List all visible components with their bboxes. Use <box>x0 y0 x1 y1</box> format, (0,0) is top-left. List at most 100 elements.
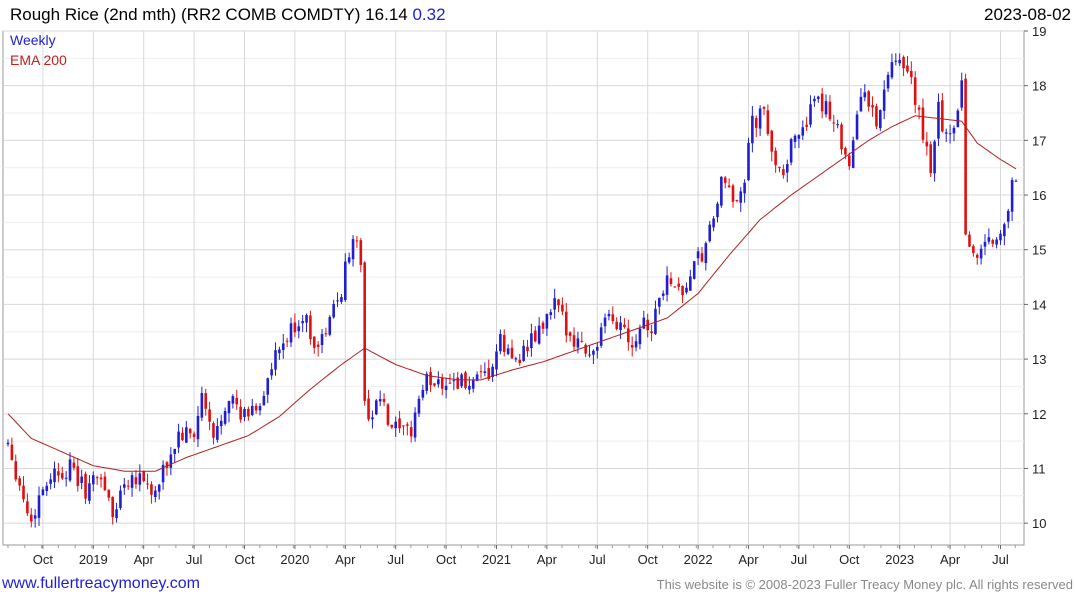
candle-body <box>406 424 409 426</box>
candle-body <box>479 371 483 373</box>
candle-body <box>297 326 301 332</box>
candle-body <box>142 471 145 482</box>
candle-body <box>576 338 580 348</box>
candle-body <box>665 275 669 295</box>
candle-body <box>146 483 149 485</box>
candle-body <box>948 133 952 135</box>
candle-body <box>964 78 967 235</box>
candle-body <box>871 105 874 108</box>
candle-body <box>952 127 956 134</box>
x-tick-label: Oct <box>234 552 255 567</box>
candle-body <box>359 240 363 265</box>
x-tick-label: 2019 <box>79 552 108 567</box>
candle-body <box>169 454 173 468</box>
candle-body <box>824 101 828 115</box>
candle-body <box>553 298 556 310</box>
candle-body <box>320 334 324 346</box>
candle-body <box>60 473 64 479</box>
candle-body <box>6 442 10 445</box>
candle-body <box>999 233 1002 241</box>
candle-body <box>995 239 998 245</box>
candle-body <box>987 237 991 242</box>
candle-body <box>80 476 83 483</box>
candle-body <box>968 234 971 247</box>
candle-body <box>437 379 440 385</box>
candle-body <box>828 101 832 120</box>
candle-body <box>239 406 242 420</box>
candle-body <box>677 283 681 287</box>
candle-body <box>161 464 165 483</box>
candle-body <box>433 383 436 386</box>
y-tick-label: 13 <box>1032 352 1046 367</box>
candle-body <box>530 333 533 349</box>
footer-copyright: This website is © 2008-2023 Fuller Treac… <box>656 577 1073 592</box>
candle-body <box>642 317 646 329</box>
x-tick-label: 2020 <box>280 552 309 567</box>
price-change: 0.32 <box>412 5 446 24</box>
candle-body <box>673 286 677 288</box>
candle-body <box>483 371 487 374</box>
candle-body <box>599 327 603 346</box>
candle-body <box>580 340 584 342</box>
candle-body <box>847 155 851 167</box>
candle-body <box>351 239 355 260</box>
candle-body <box>289 323 293 343</box>
candle-body <box>704 243 708 264</box>
candle-body <box>417 398 421 414</box>
candle-body <box>929 144 933 174</box>
candle-body <box>568 332 572 336</box>
y-tick-label: 19 <box>1032 24 1046 39</box>
candle-body <box>944 132 948 134</box>
candle-body <box>669 278 673 285</box>
candle-body <box>181 432 184 441</box>
candle-body <box>549 312 553 316</box>
chart-title: Rough Rice (2nd mth) (RR2 COMB COMDTY) 1… <box>10 5 446 25</box>
candle-body <box>712 218 715 228</box>
candle-body <box>270 369 273 376</box>
candle-body <box>499 334 502 352</box>
candle-body <box>696 251 700 259</box>
candle-body <box>305 314 308 323</box>
candle-body <box>165 462 169 468</box>
candle-body <box>689 276 692 291</box>
candle-body <box>739 191 743 203</box>
legend-weekly: Weekly <box>10 32 56 48</box>
candle-body <box>336 300 339 302</box>
candle-body <box>766 110 770 134</box>
y-tick-label: 12 <box>1032 407 1046 422</box>
candle-body <box>603 317 607 327</box>
candle-body <box>925 141 929 147</box>
candle-body <box>390 424 394 428</box>
candle-body <box>456 377 460 389</box>
candle-body <box>444 385 448 390</box>
candle-body <box>716 203 719 218</box>
candle-body <box>332 304 335 318</box>
candle-body <box>1006 210 1010 222</box>
x-tick-label: 2023 <box>885 552 914 567</box>
candle-body <box>615 321 618 330</box>
candle-body <box>595 346 599 351</box>
candle-body <box>898 59 901 64</box>
candle-body <box>751 115 754 144</box>
candle-body <box>654 308 657 334</box>
candle-body <box>219 420 223 427</box>
candle-body <box>681 286 684 296</box>
x-tick-label: 2021 <box>482 552 511 567</box>
candle-body <box>76 466 80 486</box>
footer-site-link[interactable]: www.fullertreacymoney.com <box>2 575 200 592</box>
y-tick-label: 18 <box>1032 79 1046 94</box>
candle-body <box>708 224 712 242</box>
candle-body <box>661 293 665 296</box>
candle-body <box>972 246 975 253</box>
candle-body <box>123 484 126 488</box>
x-tick-label: Jul <box>791 552 808 567</box>
candle-body <box>541 322 545 329</box>
candle-body <box>250 405 254 415</box>
candle-body <box>770 130 774 152</box>
candle-body <box>723 177 727 183</box>
candle-body <box>735 200 739 202</box>
x-tick-label: Apr <box>738 552 759 567</box>
candle-body <box>185 427 188 443</box>
candle-body <box>627 328 630 343</box>
candle-body <box>487 368 491 379</box>
